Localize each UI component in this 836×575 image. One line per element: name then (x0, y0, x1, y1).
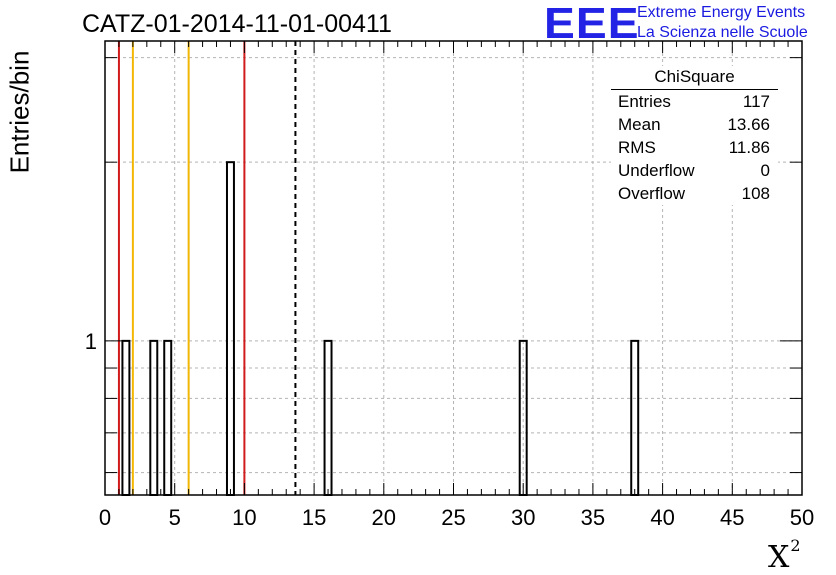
x-axis-label-base: X (768, 540, 790, 575)
histogram-bin (163, 339, 173, 496)
stats-value: 13.66 (727, 115, 770, 134)
histogram-bin (518, 339, 528, 496)
y-axis-label: Entries/bin (4, 50, 35, 174)
stats-label: Entries (618, 92, 671, 111)
x-tick-label: 40 (650, 505, 674, 530)
x-axis-label-superscript: 2 (790, 536, 801, 555)
histogram-bin (630, 339, 640, 496)
y-tick-label: 1 (85, 329, 97, 354)
stats-row: Overflow 108 (611, 182, 778, 205)
x-axis-label: X2 (768, 536, 801, 575)
stats-row: Underflow 0 (611, 159, 778, 182)
stats-row: Entries 117 (611, 90, 778, 113)
stats-value: 108 (741, 184, 770, 203)
stats-value: 11.86 (728, 138, 770, 157)
stats-label: Mean (618, 115, 661, 134)
stats-label: RMS (618, 138, 656, 157)
x-tick-label: 25 (441, 505, 465, 530)
stats-label: Overflow (618, 184, 686, 203)
x-tick-label: 30 (511, 505, 535, 530)
x-tick-label: 0 (99, 505, 111, 530)
eee-logo: EEE (544, 0, 640, 48)
stats-label: Underflow (618, 161, 695, 180)
stats-box: ChiSquare Entries 117 Mean 13.66 RMS 11.86 … (611, 66, 778, 205)
stats-row: Mean 13.66 (611, 113, 778, 136)
histogram-bin (121, 339, 131, 496)
stats-box-title: ChiSquare (611, 66, 778, 90)
x-tick-label: 45 (720, 505, 744, 530)
x-tick-label: 15 (302, 505, 326, 530)
stats-value: 117 (742, 92, 770, 111)
stats-value: 0 (760, 161, 770, 180)
logo-line-2: La Scienza nelle Scuole (637, 24, 808, 41)
stats-row: RMS 11.86 (611, 136, 778, 159)
histogram-bin (225, 161, 235, 496)
x-tick-label: 35 (581, 505, 605, 530)
x-tick-label: 20 (372, 505, 396, 530)
histogram-bin (323, 339, 333, 496)
x-tick-label: 5 (169, 505, 181, 530)
chart-title: CATZ-01-2014-11-01-00411 (82, 10, 392, 38)
histogram-bin (149, 339, 159, 496)
x-tick-label: 50 (790, 505, 814, 530)
logo-line-1: Extreme Energy Events (637, 4, 806, 21)
x-tick-label: 10 (232, 505, 256, 530)
